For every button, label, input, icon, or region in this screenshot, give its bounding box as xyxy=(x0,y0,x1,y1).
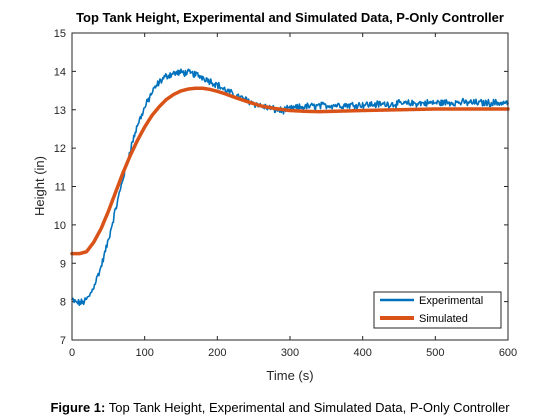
y-axis-label: Height (in) xyxy=(32,156,47,216)
y-tick-label: 13 xyxy=(54,105,66,117)
y-tick-label: 11 xyxy=(55,182,66,194)
chart-title: Top Tank Height, Experimental and Simula… xyxy=(76,10,504,25)
y-tick-label: 9 xyxy=(60,258,66,270)
y-tick-label: 7 xyxy=(60,335,66,347)
figure-caption-text: Top Tank Height, Experimental and Simula… xyxy=(108,400,510,415)
x-tick-label: 100 xyxy=(135,347,153,359)
figure-caption-label: Figure 1: xyxy=(50,400,106,415)
line-chart: Top Tank Height, Experimental and Simula… xyxy=(32,10,518,383)
legend-label-experimental: Experimental xyxy=(419,295,483,307)
y-tick-label: 10 xyxy=(54,220,66,232)
x-axis-label: Time (s) xyxy=(266,368,313,383)
y-tick-label: 15 xyxy=(54,28,66,40)
series-line-experimental xyxy=(71,68,509,307)
legend: Experimental Simulated xyxy=(373,291,502,329)
x-tick-label: 200 xyxy=(208,347,226,359)
x-tick-label: 400 xyxy=(353,347,371,359)
y-tick-label: 8 xyxy=(60,297,66,309)
axes-box xyxy=(71,32,509,341)
x-tick-label: 600 xyxy=(499,347,517,359)
legend-box xyxy=(373,291,502,329)
ticks-layer: 0 100 200 300 400 500 600 7 8 9 10 11 12 13 14 15 xyxy=(54,28,517,359)
y-tick-label: 12 xyxy=(54,143,66,155)
x-tick-label: 0 xyxy=(69,347,75,359)
figure-caption: Figure 1: Top Tank Height, Experimental … xyxy=(0,400,560,416)
series-layer xyxy=(70,68,510,307)
series-line-simulated xyxy=(70,86,510,256)
legend-label-simulated: Simulated xyxy=(419,313,468,325)
x-tick-label: 300 xyxy=(281,347,299,359)
x-tick-label: 500 xyxy=(426,347,444,359)
plot-area xyxy=(72,33,508,340)
y-tick-label: 14 xyxy=(54,66,66,78)
